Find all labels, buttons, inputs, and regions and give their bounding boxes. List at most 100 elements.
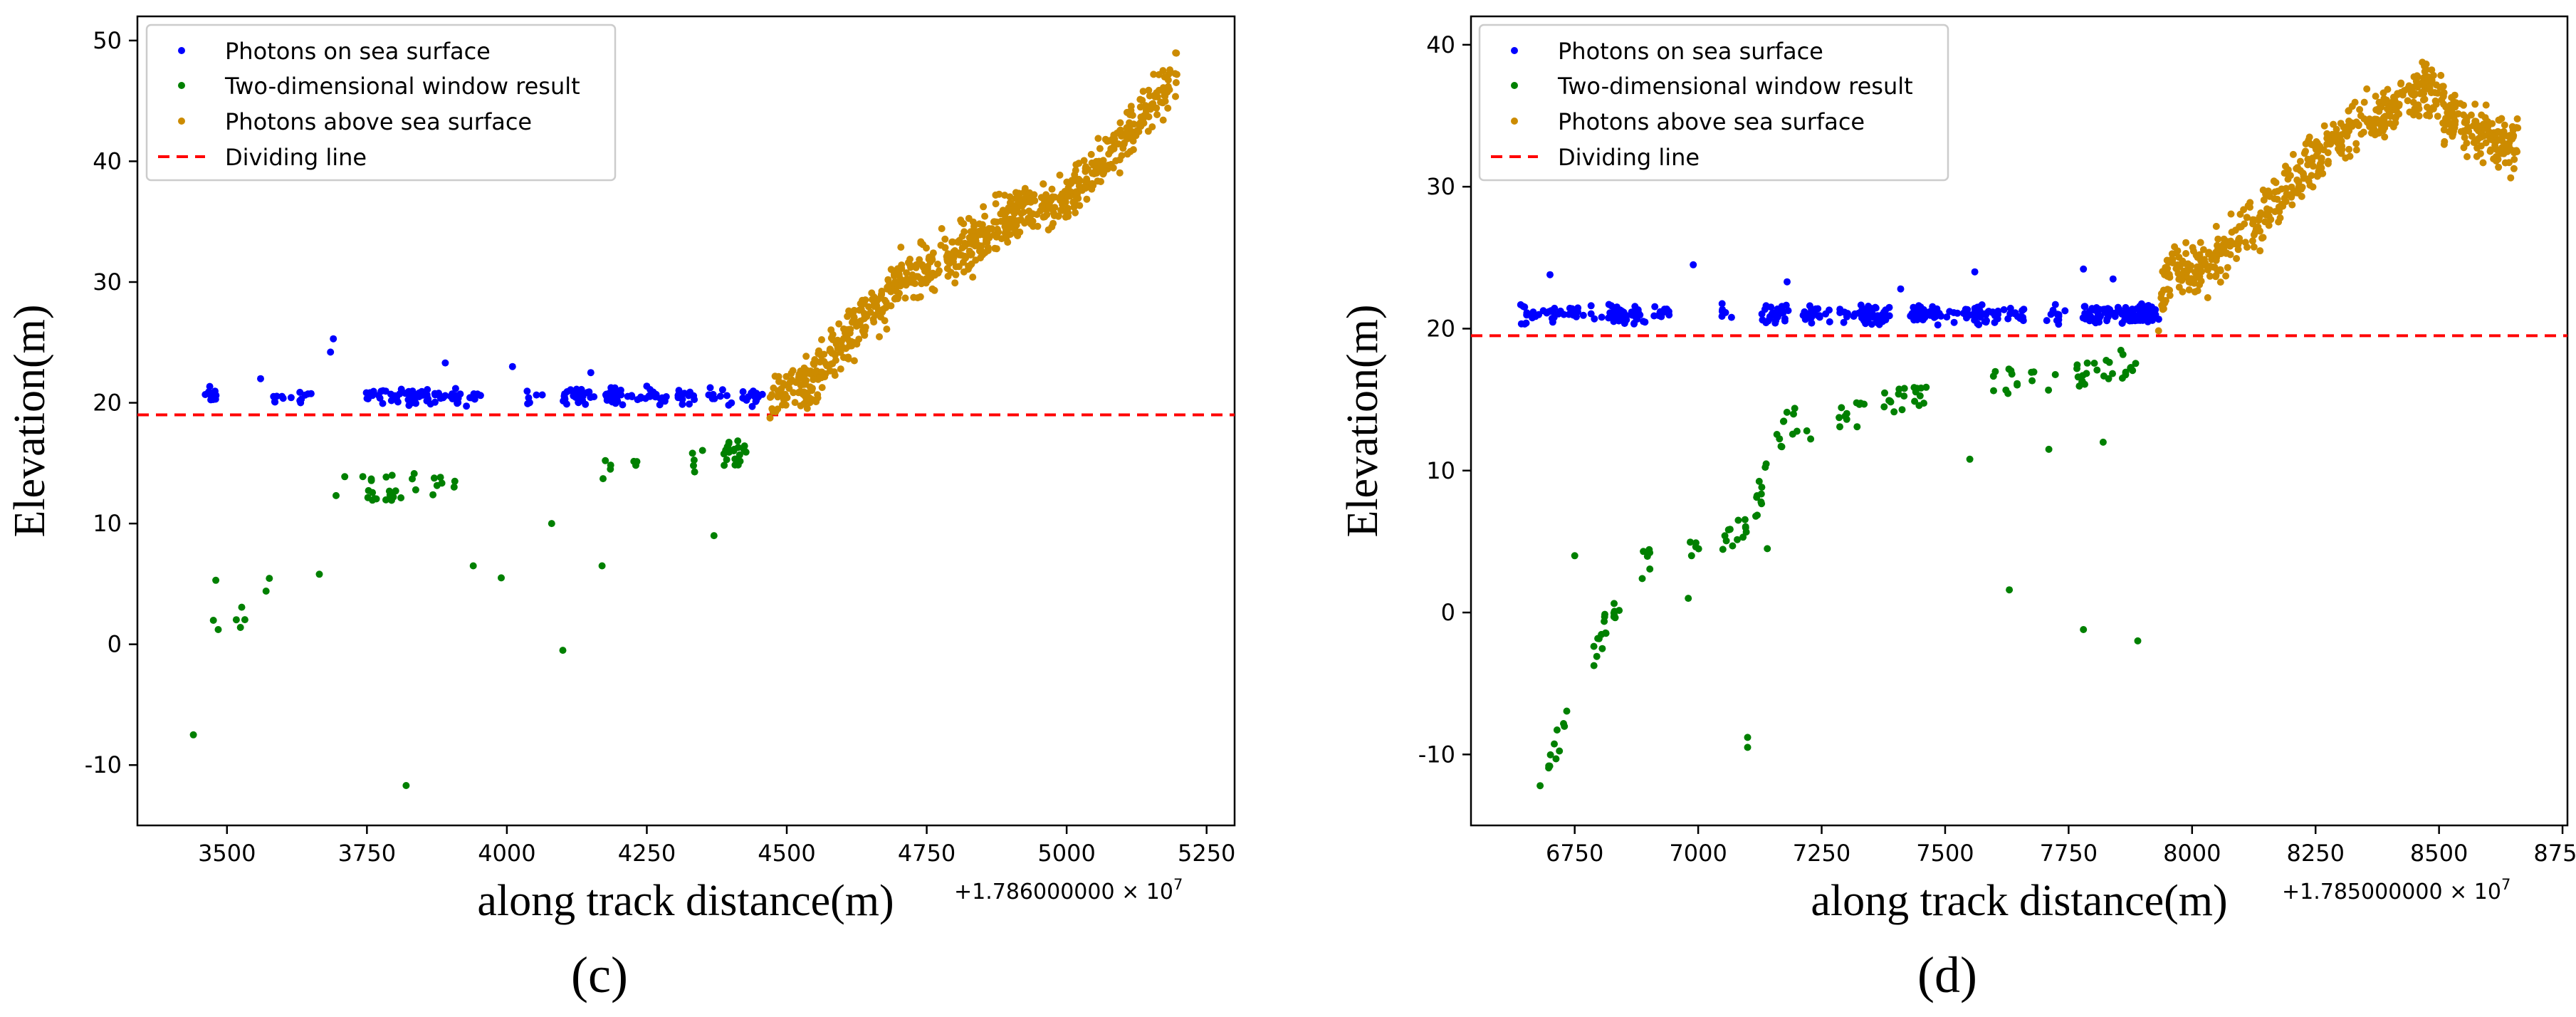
above-surface-point <box>870 318 878 326</box>
above-surface-point <box>1146 92 1153 100</box>
window-result-point <box>740 442 748 450</box>
above-surface-point <box>2460 111 2467 119</box>
above-surface-point <box>2352 140 2360 147</box>
above-surface-point <box>827 360 835 368</box>
above-surface-point <box>2240 206 2248 214</box>
above-surface-point <box>2417 90 2424 98</box>
sea-surface-point <box>524 400 532 407</box>
sea-surface-point <box>643 382 651 390</box>
window-result-point <box>1836 423 1843 431</box>
window-result-point <box>388 496 395 504</box>
sea-surface-point <box>637 395 644 402</box>
window-result-point <box>1803 427 1811 434</box>
sea-surface-point <box>402 390 409 397</box>
window-result-point <box>1556 747 1564 755</box>
window-result-point <box>731 461 739 469</box>
above-surface-point <box>2304 175 2312 183</box>
above-surface-point <box>1159 116 1167 124</box>
above-surface-point <box>1022 193 1030 201</box>
window-result-point <box>598 562 606 570</box>
window-result-point <box>559 647 567 654</box>
above-surface-point <box>896 282 904 290</box>
above-surface-point <box>961 239 969 247</box>
above-surface-point <box>2330 120 2337 128</box>
window-result-point <box>388 471 396 479</box>
above-surface-point <box>2234 246 2242 254</box>
y-tick-label: 40 <box>93 147 122 174</box>
above-surface-point <box>826 367 834 375</box>
above-surface-point <box>781 390 789 398</box>
above-surface-point <box>1063 178 1071 186</box>
above-surface-point <box>2261 218 2269 226</box>
above-surface-point <box>1087 150 1095 158</box>
sea-surface-point <box>1566 304 1574 312</box>
sea-surface-point <box>408 392 416 400</box>
above-surface-point <box>2174 247 2182 255</box>
above-surface-point <box>985 225 993 232</box>
above-surface-point <box>1096 145 1104 152</box>
window-result-point <box>2083 359 2091 367</box>
window-result-point <box>2132 360 2140 367</box>
sea-surface-point <box>1532 313 1539 320</box>
legend-label-sea-surface: Photons on sea surface <box>225 38 491 65</box>
legend-label-window-result: Two-dimensional window result <box>224 73 580 100</box>
above-surface-point <box>2479 120 2487 128</box>
sea-surface-point <box>587 394 595 401</box>
above-surface-point <box>2182 250 2190 257</box>
sea-surface-point <box>424 386 431 393</box>
above-surface-point <box>2507 174 2515 182</box>
above-surface-point <box>1027 197 1035 205</box>
window-result-point <box>2008 370 2016 378</box>
window-result-point <box>690 461 697 469</box>
sea-surface-point <box>1658 313 1665 320</box>
above-surface-point <box>2421 62 2429 70</box>
window-result-point <box>1560 720 1567 727</box>
above-surface-point <box>1072 167 1079 174</box>
above-surface-point <box>2250 216 2258 224</box>
window-result-point <box>241 616 248 624</box>
sea-surface-point <box>1591 315 1598 323</box>
above-surface-point <box>2437 71 2445 79</box>
window-result-point <box>430 474 438 482</box>
window-result-point <box>1563 707 1571 715</box>
above-surface-point <box>2166 286 2174 294</box>
above-surface-point <box>999 207 1007 214</box>
sea-surface-point <box>691 396 698 403</box>
window-result-point <box>2117 346 2125 354</box>
sea-surface-point <box>431 391 439 399</box>
above-surface-point <box>1018 202 1025 209</box>
above-surface-point <box>2198 268 2206 276</box>
sea-surface-point <box>1950 318 1958 326</box>
above-surface-point <box>978 249 985 256</box>
above-surface-point <box>2421 95 2429 103</box>
above-surface-point <box>1116 119 1124 127</box>
sea-surface-point <box>585 388 593 396</box>
above-surface-point <box>2157 294 2165 302</box>
above-surface-point <box>2507 145 2515 153</box>
above-surface-point <box>2471 119 2479 127</box>
above-surface-point <box>2412 82 2420 89</box>
above-surface-point <box>957 217 965 224</box>
sea-surface-point <box>2136 308 2144 315</box>
window-result-point <box>1685 595 1692 603</box>
sea-surface-point <box>1946 308 1954 315</box>
above-surface-point <box>1089 170 1096 177</box>
window-result-point <box>1777 442 1785 450</box>
window-result-point <box>602 457 609 464</box>
above-surface-point <box>860 300 868 308</box>
sea-surface-point <box>1615 317 1623 325</box>
window-result-point <box>209 617 217 624</box>
window-result-point <box>1742 528 1750 536</box>
above-surface-point <box>2365 120 2372 127</box>
above-surface-point <box>2495 163 2503 171</box>
above-surface-point <box>1164 104 1172 112</box>
sea-surface-point <box>1784 307 1792 315</box>
above-surface-point <box>990 218 998 226</box>
window-result-point <box>1611 607 1618 615</box>
sea-surface-point <box>1598 313 1606 321</box>
above-surface-point <box>2352 146 2360 154</box>
above-surface-point <box>1159 67 1167 75</box>
above-surface-point <box>2501 121 2508 129</box>
window-result-point <box>731 455 739 463</box>
legend-box <box>1478 24 1949 182</box>
